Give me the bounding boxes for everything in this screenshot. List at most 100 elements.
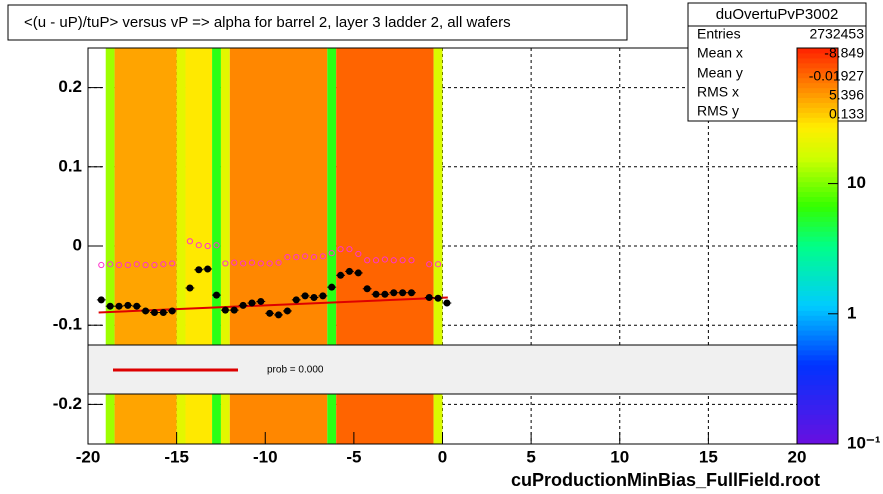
color-bar-step [797,206,838,212]
color-bar-step [797,260,838,267]
profile-point [133,261,140,268]
color-bar-step [797,354,838,361]
color-bar-step [797,246,838,252]
profile-point [407,289,415,297]
profile-point [239,260,247,267]
x-tick-label: 15 [699,447,718,466]
profile-point [364,257,371,264]
color-bar-step [797,196,838,202]
color-bar-step [797,389,838,395]
color-bar-step [797,439,838,445]
color-bar-step [797,77,838,84]
profile-point [231,259,238,266]
color-bar-step [797,186,838,193]
stats-value: 0.133 [829,106,864,122]
color-bar-step [797,424,838,430]
y-tick-label: -0.1 [53,315,82,334]
profile-point [381,290,389,298]
color-bar-step [797,295,838,301]
x-tick-label: -10 [253,447,278,466]
color-bar-step [797,231,838,237]
color-bar-step [797,300,838,306]
color-bar-step [797,275,838,282]
profile-point [355,250,362,258]
profile-point [275,259,282,266]
profile-point [213,291,221,299]
heatmap-cell [433,48,443,444]
fit-label: prob = 0.000 [267,365,324,376]
color-bar-step [797,364,838,371]
stats-value: -0.01927 [809,68,864,84]
color-bar-step [797,265,838,272]
z-tick-label: 10⁻¹ [847,433,881,452]
color-bar-step [797,236,838,242]
stats-label: Mean x [697,45,743,61]
profile-point [399,289,407,297]
profile-point [337,271,345,279]
profile-point [372,290,380,298]
profile-point [115,302,123,310]
color-bar-step [797,270,838,277]
color-bar-step [797,191,838,197]
color-bar-step [797,112,838,118]
color-bar-step [797,429,838,435]
color-bar-step [797,330,838,336]
stats-label: Entries [697,26,741,42]
y-tick-label: -0.2 [53,394,82,413]
color-bar-step [797,161,838,168]
color-bar-step [797,216,838,222]
profile-point [124,301,132,309]
color-bar-step [797,156,838,163]
profile-point [434,261,442,268]
color-bar-step [797,305,838,311]
color-bar-step [797,335,838,341]
color-bar-step [797,340,838,346]
profile-point [169,260,176,267]
profile-point [142,261,149,269]
profile-point [337,246,344,253]
color-bar-step [797,201,838,207]
color-bar-step [797,221,838,227]
profile-point [195,266,203,274]
x-tick-label: -15 [164,447,189,466]
color-bar-step [797,181,838,188]
profile-point [319,253,326,260]
profile-point [310,253,318,261]
profile-point [142,307,150,315]
color-bar-step [797,404,838,410]
profile-point [426,261,433,268]
stats-label: RMS y [697,103,739,119]
color-bar-step [797,176,838,183]
x-tick-label: 20 [788,447,807,466]
profile-point [363,285,371,293]
stats-title: duOvertuPvP3002 [716,6,839,23]
color-bar-step [797,255,838,262]
profile-point [293,253,300,261]
color-bar-step [797,48,838,54]
color-bar-step [797,315,838,321]
profile-point [346,246,353,253]
profile-point [97,296,105,304]
color-bar-step [797,166,838,173]
x-axis-label: cuProductionMinBias_FullField.root [511,470,820,490]
profile-point [159,309,167,317]
y-tick-label: 0 [73,235,82,254]
profile-point [230,306,238,314]
profile-point [390,289,398,297]
color-bar-step [797,394,838,400]
color-bar-step [797,374,838,381]
color-bar-step [797,82,838,89]
profile-point [390,257,397,264]
profile-point [328,283,336,291]
color-bar-step [797,87,838,94]
chart-title: <(u - uP)/tuP> versus vP => alpha for ba… [24,14,511,31]
color-bar-step [797,62,838,69]
profile-point [292,296,300,304]
color-bar-step [797,285,838,292]
color-bar-step [797,320,838,326]
stats-value: 5.396 [829,87,864,103]
color-bar-step [797,122,838,128]
color-bar-step [797,226,838,232]
color-bar-step [797,290,838,296]
profile-point [266,309,274,317]
